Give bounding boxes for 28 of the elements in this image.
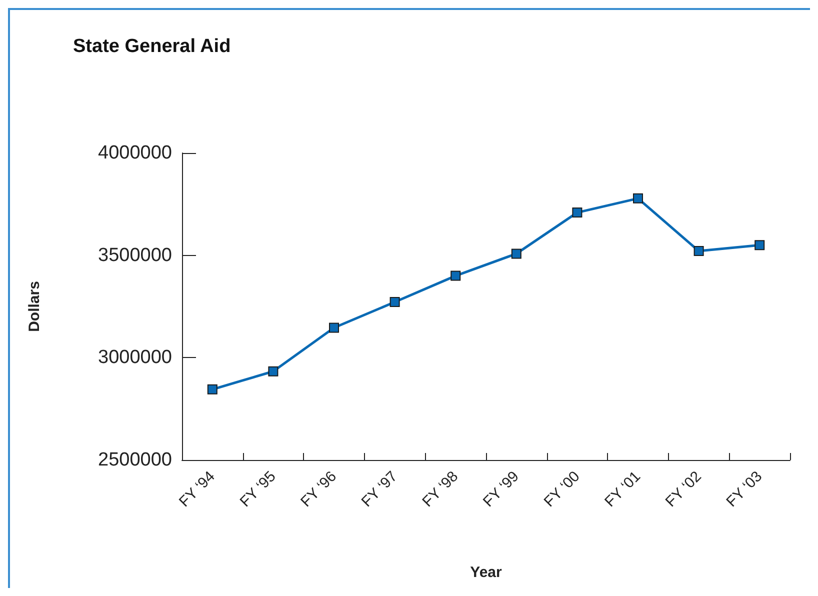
x-tick-label: FY ‘94 — [176, 468, 218, 510]
x-tick-label: FY ‘99 — [480, 468, 522, 510]
point — [754, 240, 765, 250]
y-tick-label: 4000000 — [98, 142, 172, 164]
point — [268, 366, 278, 376]
x-tick-label: FY ‘01 — [602, 468, 644, 510]
x-tick-label: FY ‘95 — [236, 468, 280, 510]
y-axis-title: Dollars — [26, 281, 43, 332]
point — [511, 248, 522, 259]
x-tick-label: FY ‘03 — [723, 468, 766, 510]
y-tick-label: 3000000 — [98, 347, 172, 368]
y-tick-label: 2500000 — [98, 450, 172, 470]
page-frame: Dollars Year 2500000 3000000 3500000 4000000 FY ‘94 FY ‘95 FY ‘96 FY ‘97 FY ‘98 FY ‘99 FY ‘00 FY ‘01 FY ‘02 FY ‘03 State General Aid — [8, 8, 810, 588]
x-tick-label: FY ‘02 — [662, 468, 705, 510]
x-axis-title: Year — [470, 564, 502, 581]
point — [329, 322, 339, 333]
point — [633, 193, 643, 204]
x-tick-label: FY ‘97 — [358, 468, 401, 510]
point — [390, 296, 400, 307]
y-tick-label: 3500000 — [98, 244, 172, 266]
x-tick-label: FY ‘00 — [540, 468, 584, 510]
x-tick-label: FY ‘96 — [298, 468, 340, 510]
point — [572, 208, 582, 218]
x-tick-label: FY ‘98 — [419, 468, 462, 510]
chart-title: State General Aid — [73, 36, 231, 57]
point — [694, 246, 704, 256]
point — [450, 270, 461, 281]
point — [207, 384, 218, 394]
